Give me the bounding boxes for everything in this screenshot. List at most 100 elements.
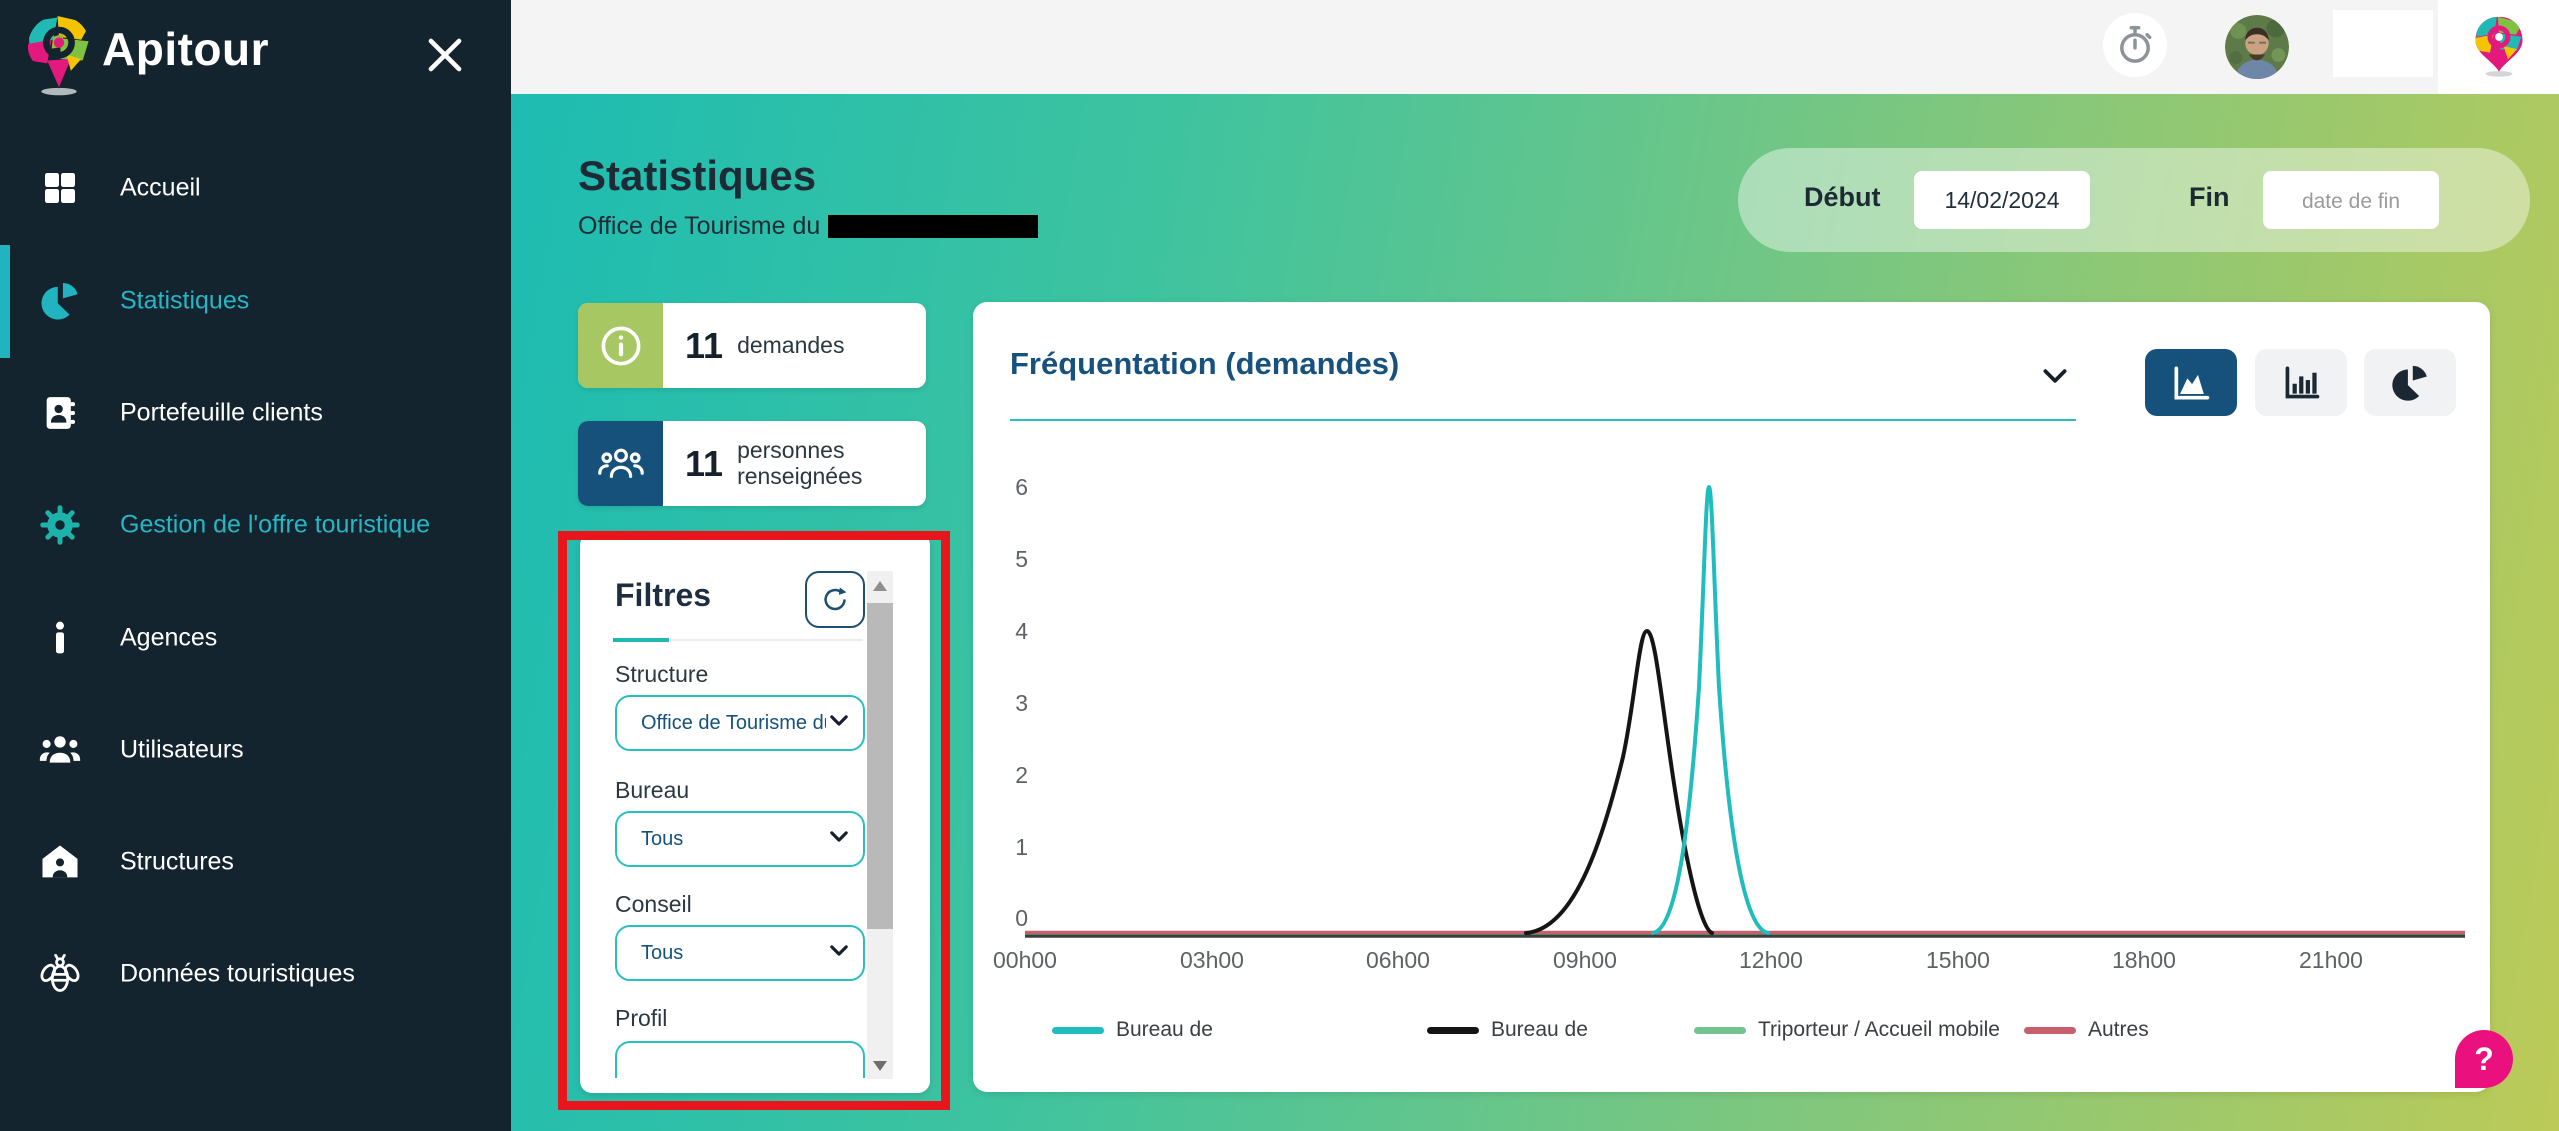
legend-label: Bureau de <box>1491 1018 1588 1041</box>
conseil-select-value: Tous <box>641 941 684 964</box>
subtitle-prefix: Office de Tourisme du <box>578 212 821 240</box>
sidebar: Apitour Accueil Statistiques <box>0 0 511 1131</box>
field-label-conseil: Conseil <box>615 891 692 917</box>
legend-swatch-green <box>1694 1026 1746 1034</box>
sidebar-logo-row: Apitour <box>0 0 511 110</box>
grid-icon <box>38 166 82 210</box>
legend-swatch-red <box>2024 1026 2076 1034</box>
stopwatch-icon[interactable] <box>2103 13 2167 77</box>
end-date-input[interactable] <box>2263 171 2439 229</box>
svg-text:4: 4 <box>1015 618 1028 644</box>
svg-text:15h00: 15h00 <box>1926 947 1990 973</box>
sidebar-item-accueil[interactable]: Accueil <box>0 150 511 226</box>
sidebar-item-donnees-touristiques[interactable]: Données touristiques <box>0 936 511 1012</box>
area-chart-button[interactable] <box>2145 349 2237 416</box>
sidebar-item-label: Données touristiques <box>120 959 355 988</box>
stat-label: demandes <box>737 331 845 358</box>
legend-swatch-teal <box>1052 1026 1104 1034</box>
sidebar-item-label: Structures <box>120 847 234 876</box>
sidebar-item-label: Portefeuille clients <box>120 398 323 427</box>
line-chart-plot: 6 5 4 3 2 1 0 00h00 03h00 06h00 09h00 12… <box>993 474 2465 973</box>
sidebar-item-agences[interactable]: Agences <box>0 600 511 676</box>
svg-text:03h00: 03h00 <box>1180 947 1244 973</box>
sidebar-item-label: Statistiques <box>120 286 250 315</box>
sidebar-item-label: Agences <box>120 623 218 652</box>
active-nav-indicator <box>0 245 10 358</box>
sidebar-item-structures[interactable]: Structures <box>0 824 511 900</box>
legend-item: Bureau de <box>1052 1018 1213 1042</box>
profil-select[interactable] <box>615 1041 865 1078</box>
legend-swatch-black <box>1427 1026 1479 1034</box>
bureau-select[interactable]: Tous <box>615 811 865 867</box>
stat-value: 11 <box>685 324 724 366</box>
svg-text:21h00: 21h00 <box>2299 947 2363 973</box>
sidebar-item-label: Gestion de l'offre touristique <box>120 510 431 539</box>
sidebar-close-icon[interactable] <box>422 32 468 78</box>
structure-select[interactable]: Office de Tourisme du <box>615 695 865 751</box>
app-logo-text: Apitour <box>102 23 270 75</box>
stat-card-demandes: 11 demandes <box>578 303 926 388</box>
field-label-profil: Profil <box>615 1005 668 1031</box>
structure-select-value: Office de Tourisme du <box>641 711 826 734</box>
pie-chart-icon <box>38 279 82 323</box>
chevron-down-icon <box>827 709 851 738</box>
user-avatar[interactable] <box>2225 15 2289 79</box>
svg-text:12h00: 12h00 <box>1739 947 1803 973</box>
redacted-username-box <box>2333 10 2433 77</box>
scrollbar-thumb[interactable] <box>867 603 893 929</box>
field-label-bureau: Bureau <box>615 777 690 803</box>
filters-scrollbar[interactable] <box>867 571 893 1079</box>
help-question-mark: ? <box>2474 1040 2494 1077</box>
bureau-select-value: Tous <box>641 827 684 850</box>
scroll-down-icon[interactable] <box>873 1061 887 1071</box>
sidebar-item-label: Accueil <box>120 173 201 202</box>
sidebar-item-portefeuille-clients[interactable]: Portefeuille clients <box>0 375 511 451</box>
topbar-logo-tile[interactable] <box>2438 0 2559 94</box>
filters-scroll-area: Structure Office de Tourisme du Bureau T… <box>580 653 867 1078</box>
svg-text:2: 2 <box>1015 762 1028 788</box>
pie-chart-button[interactable] <box>2364 349 2456 416</box>
conseil-select[interactable]: Tous <box>615 925 865 981</box>
start-date-input[interactable] <box>1914 171 2090 229</box>
bee-icon <box>38 952 82 996</box>
start-date-label: Début <box>1804 182 1881 212</box>
filters-panel: Filtres Structure Office de Tourisme du … <box>580 533 930 1093</box>
svg-text:09h00: 09h00 <box>1553 947 1617 973</box>
date-range-filter: Début Fin <box>1738 148 2530 252</box>
info-circle-icon <box>578 303 663 388</box>
legend-label: Triporteur / Accueil mobile <box>1758 1018 2000 1041</box>
people-outline-icon <box>578 421 663 506</box>
legend-label: Bureau de <box>1116 1018 1213 1041</box>
apitour-pin-icon <box>22 10 96 107</box>
gear-icon <box>38 503 82 547</box>
house-icon <box>38 840 82 884</box>
frequentation-chart-card: Fréquentation (demandes) <box>973 302 2490 1092</box>
chart-title-underline <box>1010 419 2076 421</box>
stat-label: personnes renseignées <box>737 437 863 489</box>
svg-text:3: 3 <box>1015 690 1028 716</box>
chart-title-chevron-down-icon[interactable] <box>2039 360 2071 397</box>
chart-title: Fréquentation (demandes) <box>1010 346 1400 381</box>
page-subtitle: Office de Tourisme du <box>578 212 1039 241</box>
topbar <box>511 0 2559 94</box>
redacted-text-bar <box>828 215 1039 238</box>
sidebar-item-utilisateurs[interactable]: Utilisateurs <box>0 712 511 788</box>
info-icon <box>38 616 82 660</box>
sidebar-item-label: Utilisateurs <box>120 735 244 764</box>
svg-text:06h00: 06h00 <box>1366 947 1430 973</box>
sidebar-item-gestion-offre[interactable]: Gestion de l'offre touristique <box>0 487 511 563</box>
sidebar-item-statistiques[interactable]: Statistiques <box>0 263 511 339</box>
legend-item: Autres <box>2024 1018 2149 1042</box>
legend-item: Triporteur / Accueil mobile <box>1694 1018 2000 1042</box>
svg-text:00h00: 00h00 <box>993 947 1057 973</box>
field-label-structure: Structure <box>615 661 709 687</box>
stat-card-personnes: 11 personnes renseignées <box>578 421 926 506</box>
refresh-filters-button[interactable] <box>805 571 865 628</box>
bar-chart-button[interactable] <box>2255 349 2347 416</box>
filters-divider <box>613 639 863 641</box>
scroll-up-icon[interactable] <box>873 581 887 591</box>
legend-label: Autres <box>2088 1018 2149 1041</box>
svg-text:6: 6 <box>1015 474 1028 500</box>
help-button[interactable]: ? <box>2455 1030 2513 1088</box>
